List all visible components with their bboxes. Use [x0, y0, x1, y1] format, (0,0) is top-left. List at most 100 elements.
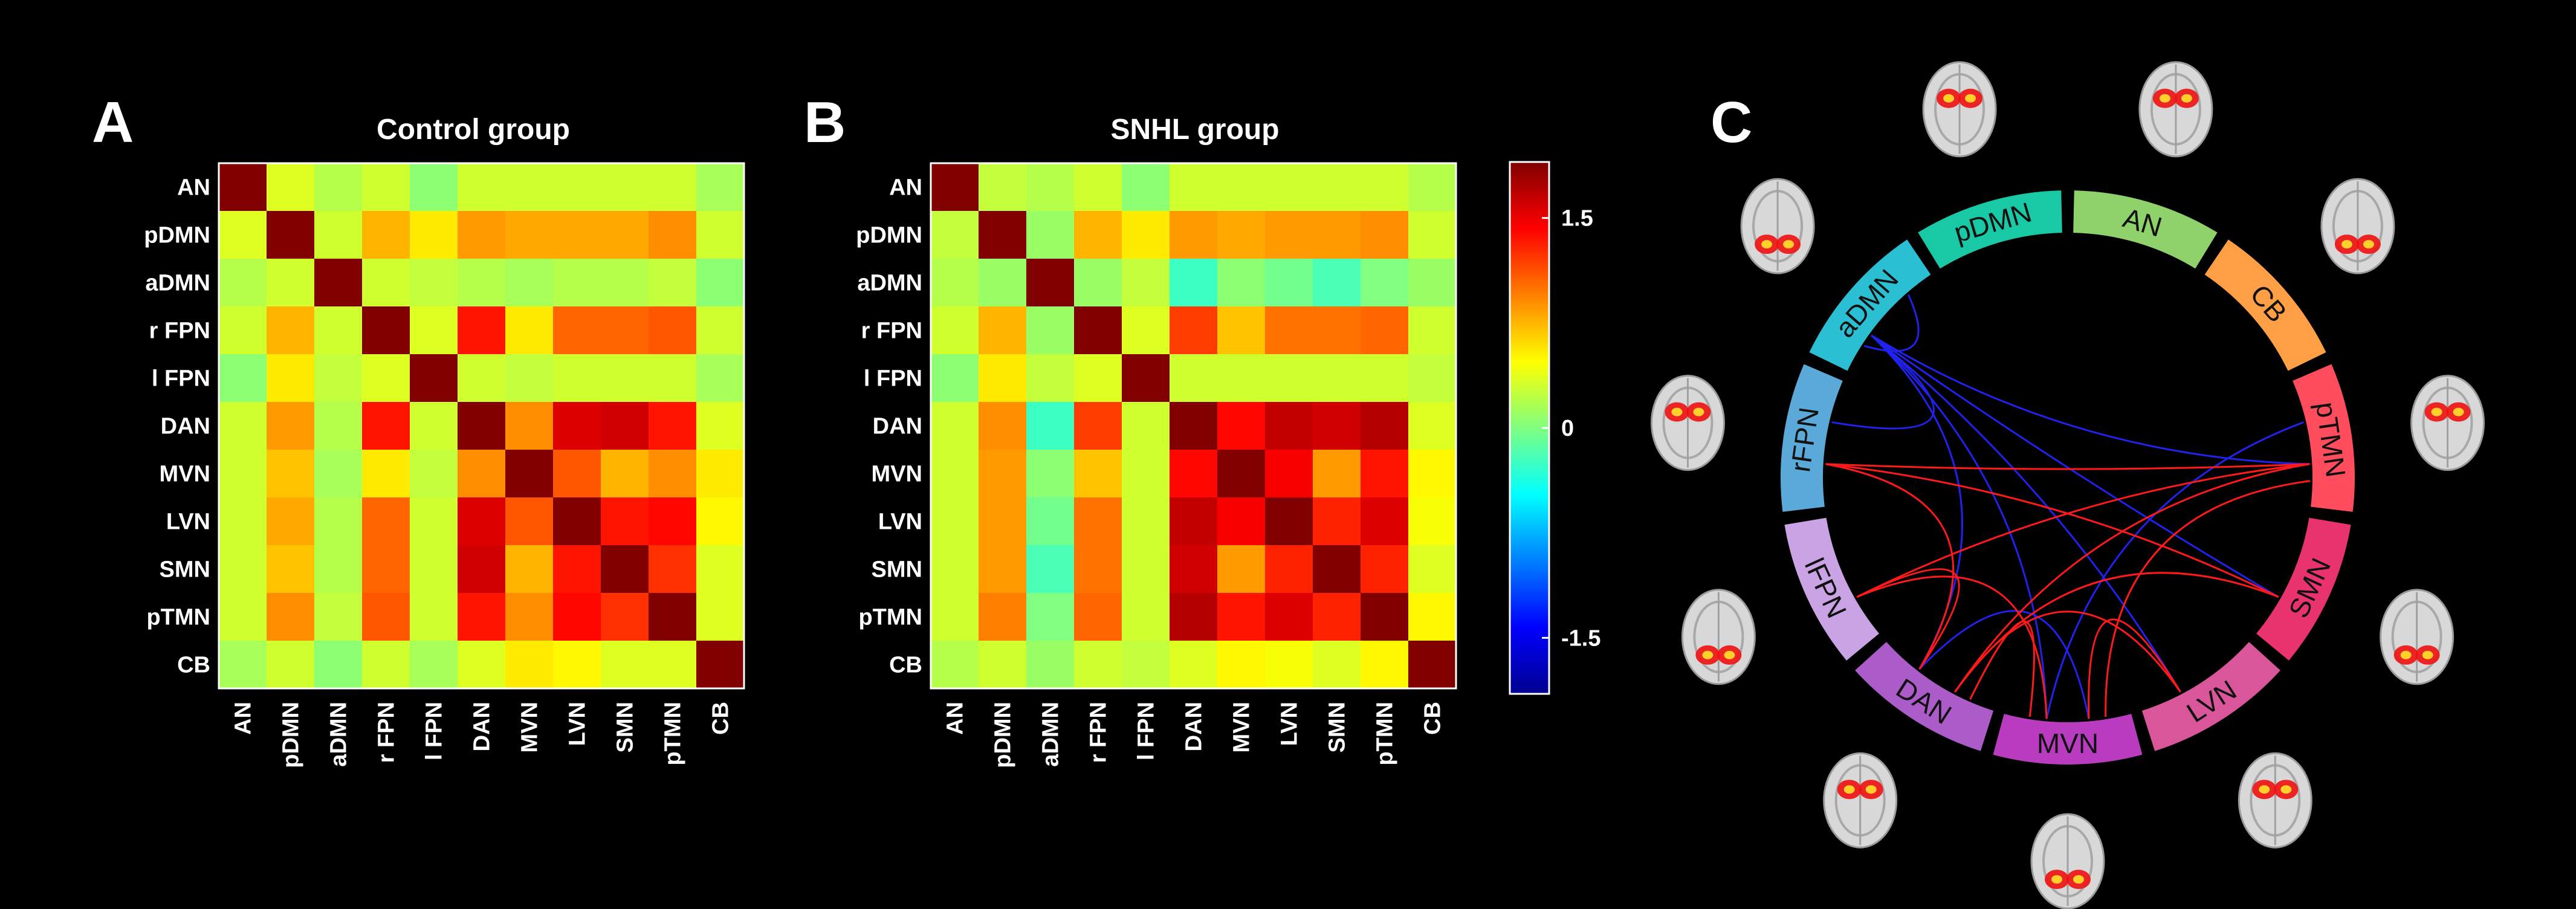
- cell-SMN-lFPN: [1122, 545, 1170, 594]
- cell-pTMN-lFPN: [410, 593, 458, 641]
- col-label-lFPN: l FPN: [1134, 702, 1159, 760]
- positive-edge-LVN-DAN: [1954, 610, 2181, 693]
- cell-SMN-MVN: [1217, 545, 1266, 594]
- cell-MVN-CB: [1408, 450, 1457, 498]
- cell-pTMN-pTMN: [649, 593, 697, 641]
- cell-LVN-pTMN: [1361, 497, 1409, 546]
- col-label-LVN: LVN: [565, 702, 591, 746]
- panel-letter-b: B: [804, 90, 846, 155]
- brain-thumbnail-lFPN: [1681, 589, 1756, 685]
- cell-AN-CB: [1408, 163, 1457, 212]
- cell-CB-MVN: [505, 641, 554, 689]
- activation-peak: [2363, 240, 2374, 249]
- row-label-MVN: MVN: [160, 462, 210, 487]
- cell-lFPN-pTMN: [649, 354, 697, 403]
- row-label-pTMN: pTMN: [146, 605, 210, 630]
- cell-MVN-pDMN: [979, 450, 1027, 498]
- cell-SMN-rFPN: [362, 545, 410, 594]
- activation-peak: [2422, 650, 2433, 659]
- cell-pDMN-DAN: [458, 211, 506, 259]
- cell-LVN-lFPN: [1122, 497, 1170, 546]
- cell-aDMN-SMN: [1313, 259, 1361, 307]
- cell-aDMN-LVN: [553, 259, 601, 307]
- panel-letter-a: A: [92, 90, 134, 155]
- cell-CB-LVN: [1265, 641, 1313, 689]
- cell-pTMN-AN: [931, 593, 979, 641]
- row-label-DAN: DAN: [873, 414, 922, 439]
- cell-aDMN-pTMN: [1361, 259, 1409, 307]
- cell-pTMN-rFPN: [1074, 593, 1122, 641]
- col-label-pTMN: pTMN: [661, 702, 686, 766]
- activation-peak: [2051, 875, 2062, 884]
- cell-AN-rFPN: [362, 163, 410, 212]
- cell-rFPN-LVN: [553, 306, 601, 355]
- segment-AN: [2073, 190, 2218, 269]
- cell-MVN-pTMN: [1361, 450, 1409, 498]
- cell-MVN-pDMN: [267, 450, 315, 498]
- cell-SMN-CB: [696, 545, 745, 594]
- positive-edge-pTMN-rFPN: [1825, 463, 2310, 470]
- cell-lFPN-LVN: [1265, 354, 1313, 403]
- activation-peak: [2453, 407, 2464, 416]
- cell-SMN-rFPN: [1074, 545, 1122, 594]
- brain-thumbnail-LVN: [2238, 752, 2312, 849]
- cell-AN-aDMN: [1026, 163, 1075, 212]
- cell-pTMN-pDMN: [979, 593, 1027, 641]
- cell-LVN-rFPN: [362, 497, 410, 546]
- cell-rFPN-LVN: [1265, 306, 1313, 355]
- cell-MVN-lFPN: [410, 450, 458, 498]
- cell-LVN-rFPN: [1074, 497, 1122, 546]
- cell-rFPN-MVN: [505, 306, 554, 355]
- positive-edge-MVN-DAN: [1969, 620, 2035, 717]
- cell-AN-SMN: [1313, 163, 1361, 212]
- cell-aDMN-DAN: [1170, 259, 1218, 307]
- segment-MVN: [1993, 714, 2143, 765]
- cell-pTMN-LVN: [1265, 593, 1313, 641]
- row-label-rFPN: r FPN: [149, 319, 210, 344]
- cell-DAN-lFPN: [410, 402, 458, 450]
- cell-LVN-LVN: [1265, 497, 1313, 546]
- cell-AN-SMN: [601, 163, 649, 212]
- cell-pDMN-MVN: [505, 211, 554, 259]
- cell-aDMN-lFPN: [1122, 259, 1170, 307]
- col-label-lFPN: l FPN: [422, 702, 447, 760]
- cell-rFPN-rFPN: [362, 306, 410, 355]
- cell-aDMN-DAN: [458, 259, 506, 307]
- negative-edge-aDMN-rFPN: [1831, 334, 1935, 430]
- cell-CB-SMN: [1313, 641, 1361, 689]
- cell-aDMN-rFPN: [1074, 259, 1122, 307]
- cell-pDMN-CB: [1408, 211, 1457, 259]
- row-label-SMN: SMN: [160, 557, 210, 583]
- row-label-DAN: DAN: [161, 414, 210, 439]
- cell-rFPN-rFPN: [1074, 306, 1122, 355]
- cell-pDMN-CB: [696, 211, 745, 259]
- row-label-aDMN: aDMN: [857, 271, 922, 296]
- positive-edge-LVN-MVN: [2088, 618, 2181, 719]
- activation-peak: [2280, 785, 2292, 794]
- cell-AN-pTMN: [1361, 163, 1409, 212]
- cell-MVN-DAN: [1170, 450, 1218, 498]
- cell-DAN-lFPN: [1122, 402, 1170, 450]
- cell-aDMN-LVN: [1265, 259, 1313, 307]
- cell-rFPN-CB: [1408, 306, 1457, 355]
- cell-pDMN-SMN: [1313, 211, 1361, 259]
- cell-pTMN-SMN: [601, 593, 649, 641]
- cell-aDMN-SMN: [601, 259, 649, 307]
- cell-lFPN-CB: [1408, 354, 1457, 403]
- title-snhl-group: SNHL group: [1110, 114, 1279, 146]
- cell-CB-AN: [219, 641, 267, 689]
- cell-CB-AN: [931, 641, 979, 689]
- cell-MVN-AN: [931, 450, 979, 498]
- cell-CB-DAN: [458, 641, 506, 689]
- cell-rFPN-SMN: [601, 306, 649, 355]
- segment-DAN: [1855, 642, 1994, 751]
- cell-SMN-AN: [931, 545, 979, 594]
- cell-CB-MVN: [1217, 641, 1266, 689]
- cell-rFPN-CB: [696, 306, 745, 355]
- brain-thumbnail-DAN: [1823, 752, 1898, 849]
- cell-SMN-LVN: [553, 545, 601, 594]
- cell-DAN-MVN: [1217, 402, 1266, 450]
- positive-edge-DAN-lFPN: [1856, 568, 1960, 670]
- cell-lFPN-rFPN: [1074, 354, 1122, 403]
